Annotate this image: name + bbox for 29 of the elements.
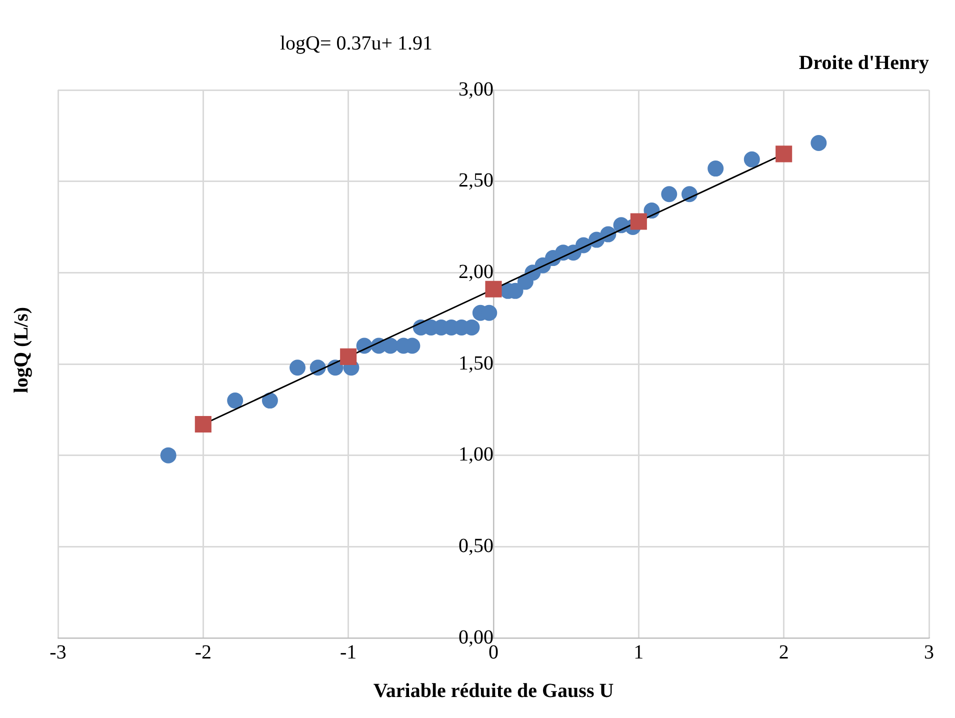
y-tick-label: 3,00 — [458, 78, 494, 100]
point — [708, 160, 724, 177]
x-tick-label: -3 — [50, 641, 66, 664]
point — [485, 280, 502, 298]
point — [661, 186, 678, 202]
x-tick-label: 1 — [634, 641, 644, 664]
y-tick-label: 2,50 — [458, 170, 494, 192]
x-tick-label: -2 — [194, 641, 212, 664]
point — [262, 392, 278, 409]
text: logQ= 0.37u+ 1.91 — [280, 32, 433, 54]
point — [194, 416, 212, 433]
point — [340, 348, 357, 365]
x-tick-label: -1 — [340, 641, 357, 664]
point — [160, 447, 176, 464]
y-tick-label: 1,00 — [458, 444, 494, 466]
x-tick-label: 2 — [778, 641, 789, 664]
point — [776, 146, 792, 162]
point — [227, 392, 244, 409]
y-tick-label: 2,00 — [458, 260, 494, 283]
point — [810, 134, 827, 151]
chart-title: Droite d'Henry — [798, 52, 929, 74]
x-tick-label: 3 — [924, 641, 934, 664]
x-axis-title: Variable réduite de Gauss U — [373, 680, 614, 702]
y-tick-label: 0,50 — [458, 534, 494, 557]
y-axis-title: logQ (L/s) — [10, 306, 34, 394]
y-tick-label: 1,50 — [458, 352, 494, 374]
point — [290, 360, 306, 376]
point — [630, 213, 647, 230]
point — [744, 151, 760, 168]
